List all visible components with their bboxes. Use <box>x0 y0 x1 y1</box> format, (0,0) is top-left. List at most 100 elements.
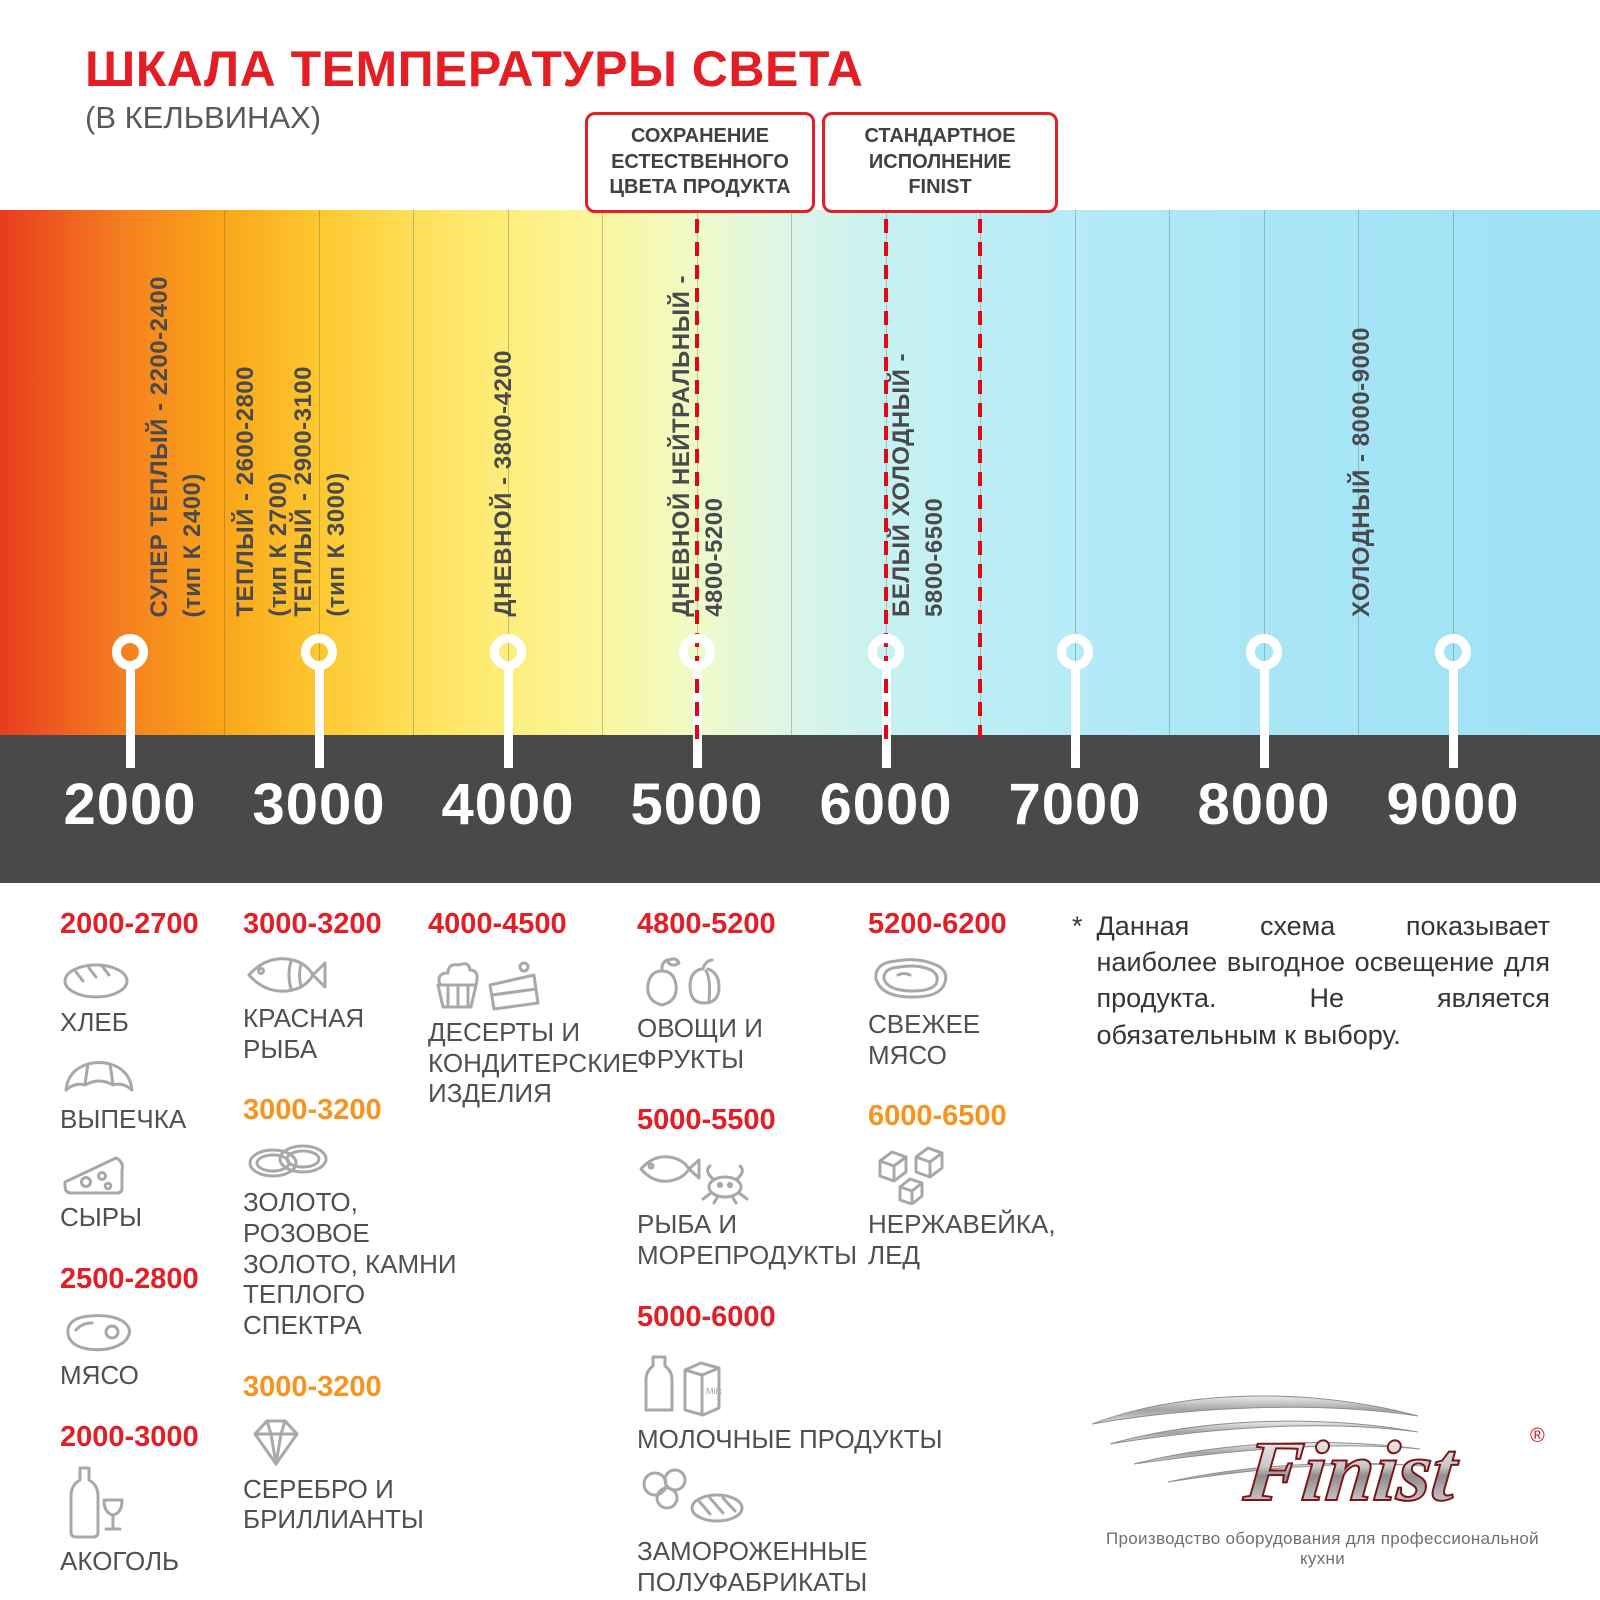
page-title: ШКАЛА ТЕМПЕРАТУРЫ СВЕТА <box>85 41 864 97</box>
legend-item-label: СЫРЫ <box>60 1202 143 1233</box>
grid-line <box>1075 210 1076 735</box>
footer: Finist ® Производство оборудования для п… <box>1085 1372 1560 1569</box>
legend-item: Milk МОЛОЧНЫЕ ПРОДУКТЫ <box>637 1344 943 1455</box>
legend-group: 2500-2800 МЯСО <box>60 1263 245 1391</box>
callout-line: ИСПОЛНЕНИЕ <box>868 150 1012 173</box>
axis-tick-5000: 5000 <box>630 772 764 837</box>
legend-item-label: СЕРЕБРО И БРИЛЛИАНТЫ <box>243 1473 424 1535</box>
range-label: 5000-5500 <box>637 1104 776 1137</box>
frozen-food-icon <box>642 1468 744 1523</box>
legend-item: ОВОЩИ И ФРУКТЫ <box>637 951 869 1074</box>
callout-line: СТАНДАРТНОЕ <box>864 125 1016 147</box>
range-label: 3000-3200 <box>243 1370 382 1403</box>
scale-pin-9000 <box>1435 634 1471 670</box>
zone-name: СУПЕР ТЕПЛЫЙ - 2200-2400 <box>146 275 173 617</box>
range-label: 5000-6000 <box>637 1300 776 1333</box>
page-subtitle: (В КЕЛЬВИНАХ) <box>85 100 322 135</box>
footnote-text: Данная схема показывает наиболее выгодно… <box>1096 911 1550 1050</box>
zone-name: ТЕПЛЫЙ - 2600-2800 <box>232 366 259 617</box>
legend-item: АКОГОЛЬ <box>60 1464 245 1577</box>
zone-label-daylight: ДНЕВНОЙ - 3800-4200 <box>486 350 523 617</box>
wings-icon <box>1091 1395 1423 1483</box>
range-label: 5200-6200 <box>868 908 1007 940</box>
legend-item-label: ХЛЕБ <box>60 1007 129 1037</box>
zone-name: ХОЛОДНЫЙ - 8000-9000 <box>1348 327 1375 617</box>
callout-line: ЕСТЕСТВЕННОГО <box>611 150 789 173</box>
range-label: 2500-2800 <box>60 1263 199 1296</box>
zone-label-super-warm: СУПЕР ТЕПЛЫЙ - 2200-2400 (тип К 2400) <box>142 276 212 617</box>
zone-sub: 4800-5200 <box>700 497 728 617</box>
kelvin-axis-band: 2000 3000 4000 5000 6000 7000 8000 9000 <box>0 735 1600 883</box>
legend-group: 3000-3200 СЕРЕБРО И БРИЛЛИАНТЫ <box>243 1371 481 1535</box>
pin-stem <box>1449 666 1458 768</box>
finist-logo: Finist ® <box>1091 1395 1545 1520</box>
legend-item-label: РЫБА И МОРЕПРОДУКТЫ <box>637 1209 858 1271</box>
legend-item-label: ЗАМОРОЖЕННЫЕ ПОЛУФАБРИКАТЫ <box>637 1536 868 1598</box>
rings-icon <box>248 1144 328 1178</box>
pin-stem <box>1071 666 1080 768</box>
zone-name: ДНЕВНОЙ НЕЙТРАЛЬНЫЙ - <box>668 275 695 617</box>
dashed-marker-5000 <box>695 196 699 748</box>
legend-item-label: МОЛОЧНЫЕ ПРОДУКТЫ <box>637 1423 943 1454</box>
legend-group: 5000-5500 РЫБА И МОРЕПРОДУКТЫ <box>637 1104 869 1270</box>
dashed-marker-6000 <box>884 196 888 748</box>
grid-line <box>1358 210 1359 735</box>
steak-icon <box>874 958 948 999</box>
legend-item: СЕРЕБРО И БРИЛЛИАНТЫ <box>243 1414 481 1535</box>
desserts-icon <box>436 961 540 1011</box>
range-label: 3000-3200 <box>243 1094 382 1127</box>
legend-group: 5000-6000 Milk МОЛОЧНЫЕ ПРОДУКТЫ ЗАМОРОЖ… <box>637 1300 943 1598</box>
cheese-icon <box>63 1156 124 1195</box>
axis-tick-8000: 8000 <box>1197 772 1331 837</box>
zone-name: ТЕПЛЫЙ - 2900-3100 <box>290 366 317 617</box>
ice-cubes-icon <box>878 1146 944 1206</box>
scale-pin-4000 <box>490 634 526 670</box>
diamond-icon <box>253 1419 299 1466</box>
zone-sub: (тип К 2400) <box>178 472 206 617</box>
range-label: 2000-3000 <box>60 1420 199 1453</box>
legend-item: СВЕЖЕЕ МЯСО <box>868 951 1073 1070</box>
dairy-icon: Milk <box>644 1355 722 1417</box>
legend-item-label: НЕРЖАВЕЙКА, ЛЕД <box>868 1209 1056 1271</box>
legend-column-2: 3000-3200 КРАСНАЯ РЫБА 3000-3200 ЗОЛОТО,… <box>243 908 481 1547</box>
legend-item: СЫРЫ <box>60 1146 245 1233</box>
zone-label-cool-white: БЕЛЫЙ ХОЛОДНЫЙ - 5800-6500 <box>884 353 954 617</box>
grid-line <box>319 210 320 735</box>
dashed-marker-6500 <box>978 196 982 738</box>
legend-item: ВЫПЕЧКА <box>60 1050 245 1135</box>
pin-stem <box>315 666 324 768</box>
bread-icon <box>63 963 129 999</box>
range-label: 4800-5200 <box>637 908 776 940</box>
legend-group: 4800-5200 ОВОЩИ И ФРУКТЫ <box>637 908 869 1074</box>
legend-item-label: ЗОЛОТО, РОЗОВОЕ ЗОЛОТО, КАМНИ ТЕПЛОГО СП… <box>243 1187 457 1341</box>
legend-column-4: 4800-5200 ОВОЩИ И ФРУКТЫ 5000-5500 <box>637 908 943 1600</box>
footer-tagline: Производство оборудования для профессион… <box>1106 1529 1539 1568</box>
legend-item: РЫБА И МОРЕПРОДУКТЫ <box>637 1147 869 1270</box>
axis-tick-3000: 3000 <box>252 772 386 837</box>
brand-name: Finist <box>1239 1423 1463 1519</box>
grid-line <box>791 210 792 735</box>
legend-item: КРАСНАЯ РЫБА <box>243 951 481 1064</box>
legend-item-label: СВЕЖЕЕ МЯСО <box>868 1009 981 1070</box>
alcohol-icon <box>69 1466 124 1539</box>
kelvin-gradient-bar: СУПЕР ТЕПЛЫЙ - 2200-2400 (тип К 2400) ТЕ… <box>0 210 1600 735</box>
legend-column-5: 5200-6200 СВЕЖЕЕ МЯСО 6000-6500 НЕРЖАВЕЙ… <box>868 908 1073 1283</box>
scale-pin-3000 <box>301 634 337 670</box>
zone-label-cold: ХОЛОДНЫЙ - 8000-9000 <box>1344 327 1381 617</box>
legend-item-label: ОВОЩИ И ФРУКТЫ <box>637 1013 763 1074</box>
zone-name: БЕЛЫЙ ХОЛОДНЫЙ - <box>888 353 915 617</box>
axis-tick-9000: 9000 <box>1386 772 1520 837</box>
scale-pin-7000 <box>1057 634 1093 670</box>
legend-group: 2000-3000 АКОГОЛЬ <box>60 1421 245 1577</box>
grid-line <box>1453 210 1454 735</box>
registered-mark: ® <box>1530 1425 1545 1447</box>
legend-item: МЯСО <box>60 1306 245 1391</box>
legend-item: НЕРЖАВЕЙКА, ЛЕД <box>868 1143 1073 1270</box>
range-label: 2000-2700 <box>60 908 199 940</box>
range-label: 4000-4500 <box>428 908 567 940</box>
legend-group: 2000-2700 ХЛЕБ ВЫПЕЧКА СЫРЫ <box>60 908 245 1233</box>
callout-line: СОХРАНЕНИЕ <box>630 125 770 147</box>
legend-column-1: 2000-2700 ХЛЕБ ВЫПЕЧКА СЫРЫ <box>60 908 245 1588</box>
legend-group: 6000-6500 НЕРЖАВЕЙКА, ЛЕД <box>868 1100 1073 1270</box>
